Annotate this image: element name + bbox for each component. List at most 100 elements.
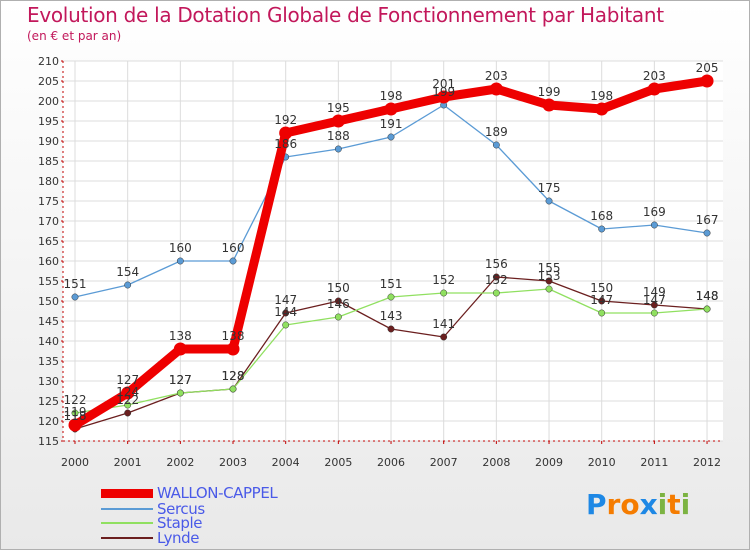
y-tick-label: 205 <box>38 75 59 88</box>
data-point-sercus <box>176 257 184 265</box>
y-tick-label: 185 <box>38 155 59 168</box>
x-tick-label: 2003 <box>219 456 247 469</box>
data-label-staple: 144 <box>274 305 297 319</box>
data-label-staple: 148 <box>696 289 719 303</box>
data-label-wallon-cappel: 198 <box>590 89 613 103</box>
data-label-lynde: 128 <box>222 369 245 383</box>
data-point-lynde <box>282 309 290 317</box>
data-point-sercus <box>334 145 342 153</box>
data-point-wallon-cappel <box>647 82 661 96</box>
data-label-lynde: 150 <box>327 281 350 295</box>
data-point-staple <box>545 285 553 293</box>
data-point-lynde <box>545 277 553 285</box>
data-point-wallon-cappel <box>489 82 503 96</box>
data-label-wallon-cappel: 203 <box>643 69 666 83</box>
x-tick-label: 2002 <box>166 456 194 469</box>
data-point-staple <box>282 321 290 329</box>
data-point-staple <box>71 409 79 417</box>
data-point-sercus <box>703 229 711 237</box>
logo-letter: t <box>667 488 681 521</box>
data-label-staple: 127 <box>169 373 192 387</box>
data-label-sercus: 168 <box>590 209 613 223</box>
data-label-staple: 151 <box>380 277 403 291</box>
data-label-lynde: 155 <box>538 261 561 275</box>
x-tick-label: 2001 <box>114 456 142 469</box>
data-point-staple <box>440 289 448 297</box>
data-label-lynde: 149 <box>643 285 666 299</box>
x-tick-label: 2006 <box>377 456 405 469</box>
data-label-sercus: 191 <box>380 117 403 131</box>
data-point-wallon-cappel <box>384 102 398 116</box>
data-point-wallon-cappel <box>542 98 556 112</box>
data-point-lynde <box>334 297 342 305</box>
chart-title: Evolution de la Dotation Globale de Fonc… <box>27 3 664 27</box>
data-label-wallon-cappel: 127 <box>116 373 139 387</box>
data-label-wallon-cappel: 192 <box>274 113 297 127</box>
legend-item: Sercus <box>101 500 205 518</box>
data-label-sercus: 189 <box>485 125 508 139</box>
data-label-staple: 146 <box>327 297 350 311</box>
data-point-wallon-cappel <box>700 74 714 88</box>
data-label-wallon-cappel: 199 <box>538 85 561 99</box>
data-label-sercus: 199 <box>432 85 455 99</box>
data-point-sercus <box>545 197 553 205</box>
y-tick-label: 195 <box>38 115 59 128</box>
x-tick-label: 2007 <box>430 456 458 469</box>
data-label-lynde: 122 <box>116 393 139 407</box>
data-point-sercus <box>124 281 132 289</box>
data-label-staple: 128 <box>222 369 245 383</box>
x-tick-label: 2000 <box>61 456 89 469</box>
logo-letter: i <box>680 488 691 521</box>
data-point-wallon-cappel <box>437 90 451 104</box>
data-point-wallon-cappel <box>331 114 345 128</box>
legend-label: Sercus <box>157 500 205 518</box>
y-tick-label: 145 <box>38 315 59 328</box>
data-label-sercus: 188 <box>327 129 350 143</box>
data-point-sercus <box>492 141 500 149</box>
y-tick-label: 190 <box>38 135 59 148</box>
logo-letter: i <box>657 488 668 521</box>
data-point-wallon-cappel <box>226 342 240 356</box>
logo-letter: P <box>586 488 607 521</box>
data-point-staple <box>650 309 658 317</box>
data-label-wallon-cappel: 119 <box>64 405 87 419</box>
data-point-staple <box>124 401 132 409</box>
data-point-staple <box>492 289 500 297</box>
data-label-wallon-cappel: 138 <box>169 329 192 343</box>
data-label-sercus: 186 <box>274 137 297 151</box>
logo-letter: r <box>606 488 621 521</box>
legend-swatch <box>101 522 153 524</box>
data-label-sercus: 169 <box>643 205 666 219</box>
data-label-staple: 124 <box>116 385 139 399</box>
legend-label: Staple <box>157 514 203 532</box>
legend-swatch <box>101 508 153 510</box>
data-point-lynde <box>440 333 448 341</box>
data-label-staple: 147 <box>643 293 666 307</box>
data-label-lynde: 148 <box>696 289 719 303</box>
y-tick-label: 140 <box>38 335 59 348</box>
data-point-staple <box>703 305 711 313</box>
x-tick-label: 2010 <box>588 456 616 469</box>
y-tick-label: 160 <box>38 255 59 268</box>
data-point-staple <box>598 309 606 317</box>
data-point-wallon-cappel <box>173 342 187 356</box>
legend-label: Lynde <box>157 529 200 547</box>
logo-letter: x <box>639 488 658 521</box>
y-tick-label: 150 <box>38 295 59 308</box>
x-tick-label: 2005 <box>324 456 352 469</box>
legend-swatch <box>101 537 153 539</box>
x-tick-label: 2004 <box>272 456 300 469</box>
data-label-sercus: 175 <box>538 181 561 195</box>
data-point-lynde <box>492 273 500 281</box>
data-label-lynde: 118 <box>64 409 87 423</box>
data-point-lynde <box>387 325 395 333</box>
data-point-lynde <box>650 301 658 309</box>
data-point-staple <box>229 385 237 393</box>
y-tick-label: 180 <box>38 175 59 188</box>
data-label-staple: 153 <box>538 269 561 283</box>
data-label-sercus: 160 <box>222 241 245 255</box>
data-point-wallon-cappel <box>68 418 82 432</box>
plot-area <box>63 61 723 441</box>
